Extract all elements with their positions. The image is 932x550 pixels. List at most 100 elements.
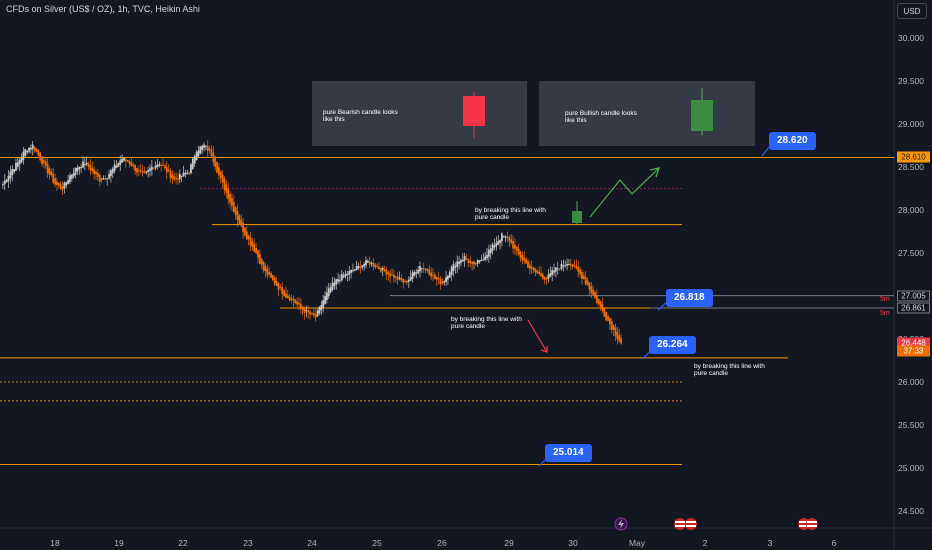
candle <box>186 169 189 175</box>
candle <box>480 255 483 262</box>
candle <box>130 158 133 168</box>
pure-bullish-marker-candle <box>572 201 582 224</box>
candle <box>350 269 352 279</box>
candle <box>595 289 598 305</box>
candle <box>502 235 505 238</box>
candle <box>160 162 163 172</box>
candle <box>16 157 19 170</box>
candle <box>283 288 285 298</box>
timeframe-label-5m-a: 5m <box>880 296 890 303</box>
candle <box>566 258 568 271</box>
candle <box>3 174 6 191</box>
candle <box>352 263 354 273</box>
candle <box>541 272 544 281</box>
candle <box>234 206 237 220</box>
candle <box>48 165 51 180</box>
candle <box>329 283 332 294</box>
candle <box>441 278 444 286</box>
candle <box>210 145 213 157</box>
candle <box>597 298 600 307</box>
candle <box>89 159 92 176</box>
candle <box>290 294 293 304</box>
candle <box>353 268 356 271</box>
price-tag-27005: 27.005 <box>897 290 930 302</box>
candle <box>521 251 524 265</box>
candle <box>355 260 358 271</box>
candle <box>169 167 172 183</box>
candle <box>411 269 414 283</box>
break-down-note: by breaking this line with pure candle <box>694 363 765 377</box>
candle <box>372 258 375 271</box>
candle <box>357 262 360 271</box>
y-axis-tick: 27.500 <box>898 248 924 258</box>
callout-28620[interactable]: 28.620 <box>769 132 816 150</box>
candle <box>569 259 572 270</box>
candle <box>268 266 271 277</box>
candle <box>501 231 503 247</box>
candle <box>484 252 487 262</box>
candle <box>173 172 176 182</box>
candle <box>80 164 83 173</box>
candle <box>20 153 23 164</box>
candle <box>586 277 589 286</box>
candle <box>417 266 420 275</box>
candle <box>162 158 164 167</box>
y-axis-tick: 25.500 <box>898 420 924 430</box>
candle <box>325 286 328 304</box>
currency-button[interactable]: USD <box>897 3 927 19</box>
y-axis-tick: 29.000 <box>898 119 924 129</box>
candle <box>139 164 142 174</box>
candle <box>473 260 475 270</box>
candle <box>419 261 421 278</box>
candle <box>432 268 434 282</box>
candle <box>337 272 339 285</box>
candle <box>108 169 110 181</box>
candle <box>37 149 40 158</box>
candle <box>70 174 73 182</box>
candle <box>528 260 531 275</box>
candle <box>311 312 313 316</box>
candle <box>486 248 488 261</box>
candle <box>113 160 116 174</box>
candle <box>134 164 137 175</box>
candle <box>491 242 494 255</box>
candle <box>154 161 157 171</box>
candle <box>281 282 284 300</box>
candle <box>368 256 371 268</box>
candle <box>400 274 403 282</box>
candle <box>214 155 217 171</box>
candle <box>322 295 325 313</box>
price-tag-26861: 26.861 <box>897 302 930 314</box>
candle <box>599 300 602 311</box>
candle <box>327 282 330 300</box>
x-axis-tick: 25 <box>372 538 382 548</box>
x-axis-tick: 29 <box>504 538 514 548</box>
candle <box>156 159 159 170</box>
candle <box>296 297 299 308</box>
candle <box>188 170 191 175</box>
candle <box>387 270 390 281</box>
candle <box>227 182 230 205</box>
candle <box>93 166 96 180</box>
callout-26818[interactable]: 26.818 <box>666 289 713 307</box>
candle <box>495 236 498 251</box>
candle <box>119 155 122 171</box>
x-axis-tick: 19 <box>114 538 124 548</box>
callout-25014[interactable]: 25.014 <box>545 444 592 462</box>
candle <box>331 276 334 292</box>
candle <box>57 182 60 189</box>
candle <box>517 243 520 257</box>
candle <box>236 204 239 227</box>
candle <box>11 165 14 182</box>
candle <box>463 252 466 268</box>
candle <box>208 145 211 154</box>
callout-26264[interactable]: 26.264 <box>649 336 696 354</box>
candle <box>560 260 563 271</box>
x-axis-tick: 2 <box>702 538 708 548</box>
candle <box>87 161 90 170</box>
candle <box>428 265 431 276</box>
candle <box>31 140 34 156</box>
candle <box>191 157 194 170</box>
candle <box>536 269 539 274</box>
candle <box>98 172 101 187</box>
